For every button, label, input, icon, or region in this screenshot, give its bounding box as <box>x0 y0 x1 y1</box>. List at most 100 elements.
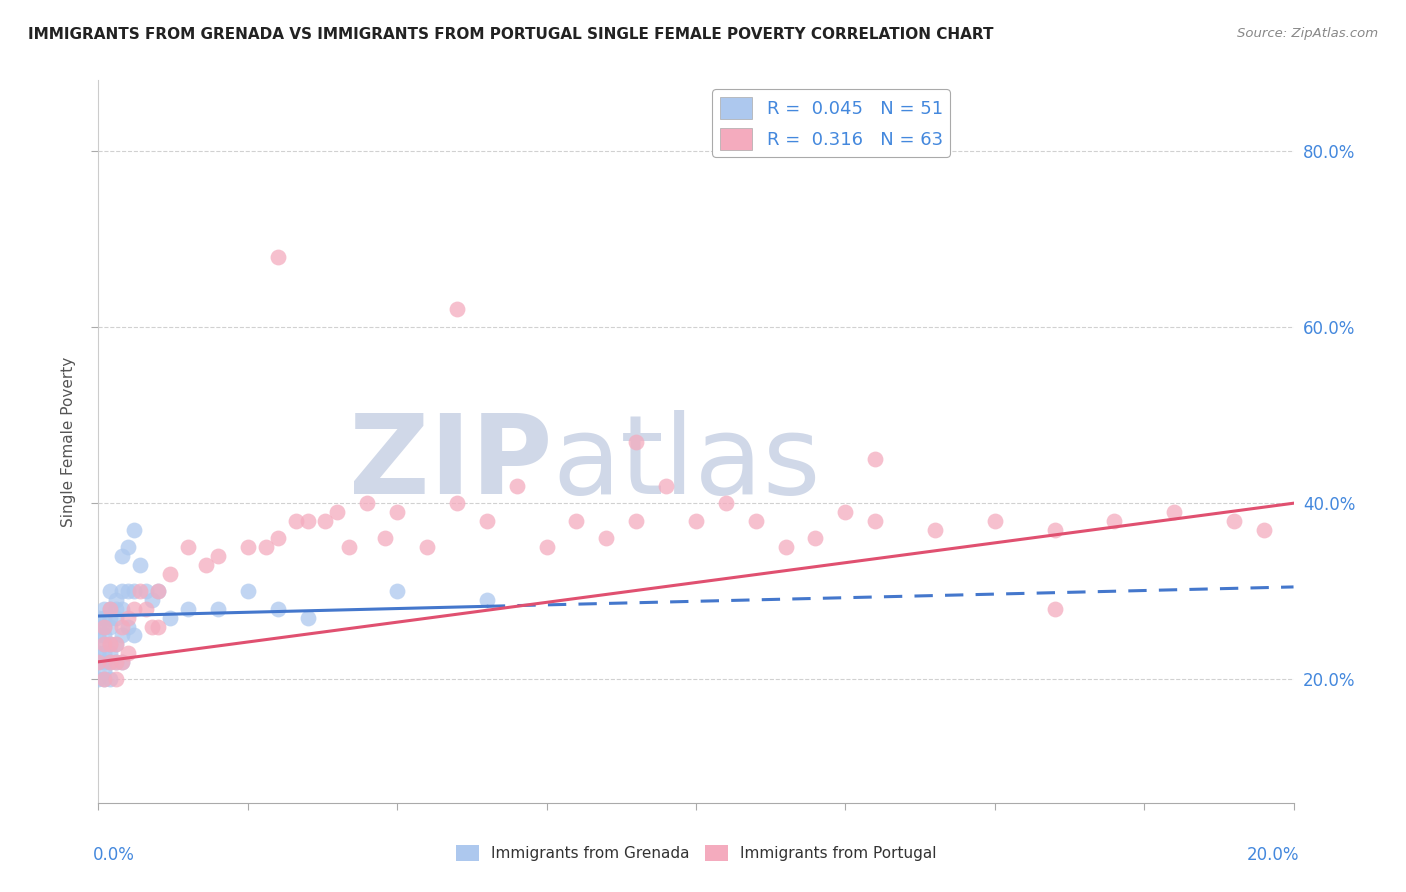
Point <box>105 637 128 651</box>
Point <box>98 602 122 616</box>
Point <box>98 673 122 687</box>
Point <box>804 532 827 546</box>
Point <box>685 514 707 528</box>
Point <box>326 505 349 519</box>
Point <box>1253 523 1275 537</box>
Point <box>93 673 115 687</box>
Point <box>236 541 259 555</box>
Point <box>105 611 128 625</box>
Point <box>98 655 122 669</box>
Point <box>1163 505 1185 519</box>
Point <box>98 584 122 599</box>
Point <box>105 593 128 607</box>
Point <box>93 611 115 625</box>
Point <box>207 549 229 563</box>
Point <box>87 655 110 669</box>
Point <box>374 532 396 546</box>
Point <box>356 496 378 510</box>
Point <box>177 541 200 555</box>
Point <box>98 611 122 625</box>
Text: 20.0%: 20.0% <box>1247 847 1299 864</box>
Point <box>267 532 290 546</box>
Point <box>745 514 768 528</box>
Text: ZIP: ZIP <box>349 409 553 516</box>
Text: 0.0%: 0.0% <box>93 847 135 864</box>
Point <box>267 250 290 264</box>
Point <box>1104 514 1126 528</box>
Point <box>446 496 468 510</box>
Point <box>1043 523 1066 537</box>
Point <box>475 514 498 528</box>
Text: IMMIGRANTS FROM GRENADA VS IMMIGRANTS FROM PORTUGAL SINGLE FEMALE POVERTY CORREL: IMMIGRANTS FROM GRENADA VS IMMIGRANTS FR… <box>28 27 994 42</box>
Point <box>124 523 146 537</box>
Point <box>506 478 529 492</box>
Text: atlas: atlas <box>553 409 821 516</box>
Point <box>865 514 887 528</box>
Point <box>117 584 139 599</box>
Point <box>135 602 157 616</box>
Point <box>105 655 128 669</box>
Point <box>98 646 122 660</box>
Point <box>297 611 319 625</box>
Point <box>111 655 134 669</box>
Point <box>177 602 200 616</box>
Point <box>595 532 617 546</box>
Point <box>111 619 134 633</box>
Point <box>159 566 181 581</box>
Point <box>117 619 139 633</box>
Point <box>105 673 128 687</box>
Point <box>984 514 1007 528</box>
Point <box>236 584 259 599</box>
Point <box>93 655 115 669</box>
Point <box>93 628 115 642</box>
Point <box>111 655 134 669</box>
Point <box>315 514 337 528</box>
Point <box>105 602 128 616</box>
Point <box>98 637 122 651</box>
Point <box>714 496 737 510</box>
Point <box>93 637 115 651</box>
Point <box>117 611 139 625</box>
Point <box>129 584 152 599</box>
Point <box>93 637 115 651</box>
Point <box>339 541 361 555</box>
Point <box>1223 514 1246 528</box>
Point <box>93 619 115 633</box>
Point <box>207 602 229 616</box>
Point <box>111 584 134 599</box>
Point <box>475 593 498 607</box>
Point <box>124 628 146 642</box>
Point <box>141 619 163 633</box>
Point <box>87 628 110 642</box>
Point <box>93 619 115 633</box>
Point <box>93 664 115 678</box>
Point <box>105 637 128 651</box>
Point <box>87 646 110 660</box>
Point <box>385 584 409 599</box>
Point <box>98 619 122 633</box>
Point <box>446 302 468 317</box>
Point <box>105 655 128 669</box>
Point <box>626 434 648 449</box>
Point <box>655 478 678 492</box>
Point <box>87 673 110 687</box>
Point <box>87 611 110 625</box>
Point <box>924 523 946 537</box>
Point <box>141 593 163 607</box>
Legend: R =  0.045   N = 51, R =  0.316   N = 63: R = 0.045 N = 51, R = 0.316 N = 63 <box>713 89 950 157</box>
Point <box>93 646 115 660</box>
Point <box>111 549 134 563</box>
Point <box>284 514 307 528</box>
Point <box>117 646 139 660</box>
Point <box>93 673 115 687</box>
Point <box>536 541 558 555</box>
Point <box>565 514 588 528</box>
Point <box>148 584 170 599</box>
Point <box>124 584 146 599</box>
Point <box>1043 602 1066 616</box>
Point <box>98 637 122 651</box>
Point <box>129 558 152 572</box>
Point <box>775 541 797 555</box>
Point <box>135 584 157 599</box>
Point <box>87 619 110 633</box>
